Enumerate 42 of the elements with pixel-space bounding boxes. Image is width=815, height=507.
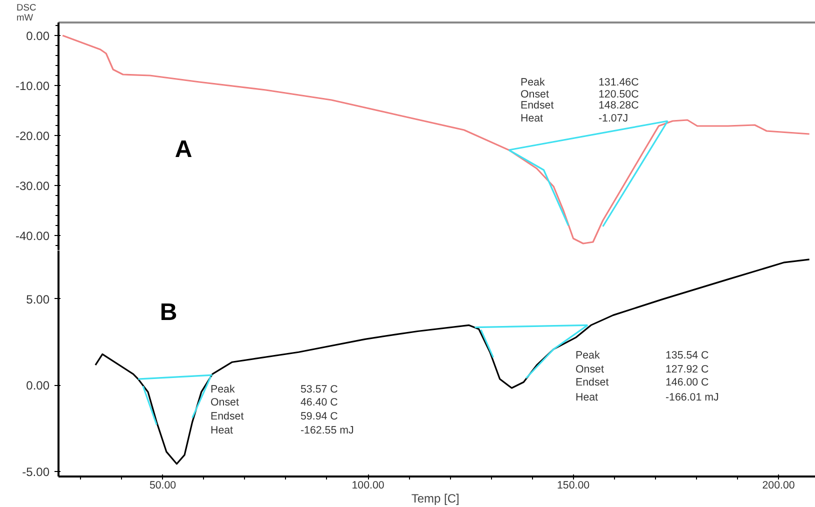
annotation: -166.01 mJ: [666, 392, 719, 404]
annotation: 59.94 C: [300, 410, 338, 422]
y-tick-label: -40.00: [15, 229, 50, 243]
annotation: 146.00 C: [666, 376, 710, 388]
x-tick-label: 150.00: [556, 480, 590, 492]
y-tick-label: -5.00: [22, 464, 50, 479]
annotation: A: [174, 136, 192, 163]
annotation: Onset: [520, 88, 549, 100]
annotation: Peak: [576, 350, 600, 362]
annotation: 120.50C: [598, 88, 640, 100]
annotation: Endset: [520, 100, 554, 112]
annotation: 46.40 C: [300, 396, 338, 408]
annotation: Endset: [210, 410, 244, 422]
annotation: Peak: [210, 384, 236, 396]
line-series: [62, 34, 810, 244]
line-series: [94, 258, 810, 465]
annotation: Peak: [520, 76, 546, 88]
annotation: Heat: [210, 424, 234, 436]
y-tick-label: -30.00: [15, 179, 50, 193]
annotation: B: [160, 299, 178, 326]
annotation: 53.57 C: [300, 384, 338, 396]
y-tick-label: 0.00: [26, 29, 50, 43]
annotation: -1.07J: [598, 112, 628, 124]
annotation: 148.28C: [598, 100, 640, 112]
annotation: 135.54 C: [666, 350, 710, 362]
x-axis-title: Temp [C]: [411, 492, 460, 506]
annotation: Heat: [520, 112, 544, 124]
annotation: 127.92 C: [666, 364, 710, 376]
x-tick-label: 200.00: [762, 480, 795, 492]
y-axis-title: DSC mW: [16, 2, 36, 22]
x-tick-label: 50.00: [149, 480, 176, 492]
annotation: -162.55 mJ: [300, 424, 354, 436]
annotation: Onset: [210, 396, 239, 408]
annotation: 131.46C: [598, 76, 640, 88]
annotation: Onset: [576, 364, 604, 376]
annotation: Endset: [576, 376, 609, 388]
annotation: Heat: [576, 392, 598, 404]
x-tick-label: 100.00: [352, 480, 384, 492]
y-tick-label: -10.00: [15, 79, 50, 93]
y-tick-label: 0.00: [26, 378, 50, 393]
y-tick-label: -20.00: [15, 129, 50, 143]
y-tick-label: 5.00: [26, 292, 50, 306]
